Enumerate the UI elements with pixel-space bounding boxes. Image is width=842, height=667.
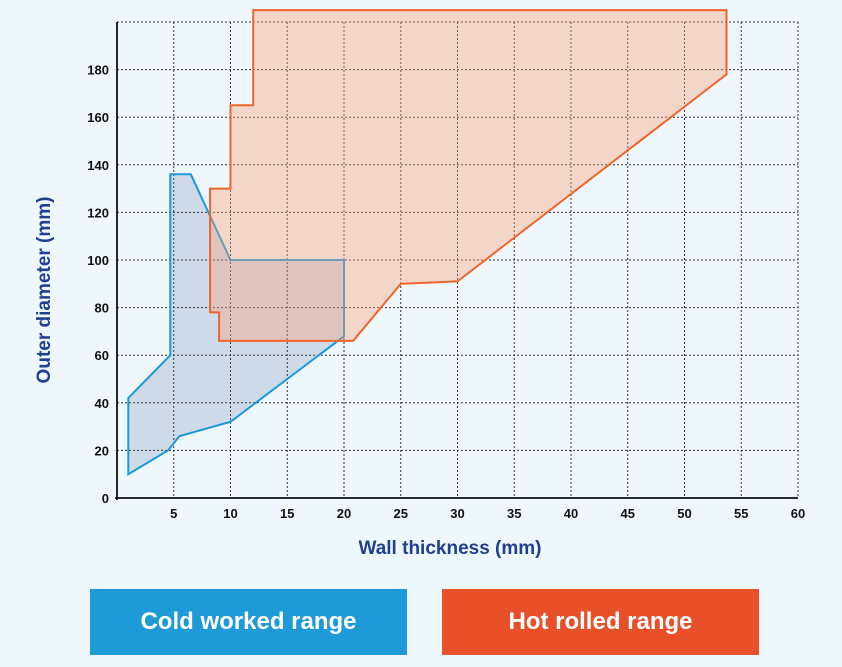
y-tick-label: 0: [102, 491, 109, 506]
x-tick-label: 60: [791, 506, 805, 521]
range-chart: 5 10 15 20 25 30 35 40 45 50 55 60 0 20 40 60 80 100 120 14…: [34, 9, 805, 559]
y-tick-label: 160: [87, 110, 109, 125]
legend-cold-worked-label: Cold worked range: [140, 608, 357, 635]
x-tick-label: 50: [677, 506, 691, 521]
legend-cold-worked: Cold worked range: [90, 589, 407, 655]
axes: [115, 22, 798, 500]
y-tick-label: 20: [95, 443, 109, 458]
y-tick-label: 180: [87, 63, 109, 78]
range-areas: [127, 9, 728, 476]
y-tick-label: 100: [87, 253, 109, 268]
x-tick-label: 40: [564, 506, 578, 521]
y-tick-label: 120: [87, 205, 109, 220]
cold-worked-area: [127, 173, 345, 476]
y-tick-label: 80: [95, 301, 109, 316]
x-tick-label: 25: [394, 506, 408, 521]
x-tick-label: 10: [223, 506, 237, 521]
x-tick-label: 30: [450, 506, 464, 521]
legend-hot-rolled: Hot rolled range: [442, 589, 759, 655]
x-tick-label: 15: [280, 506, 294, 521]
x-axis-title: Wall thickness (mm): [358, 538, 541, 559]
tick-labels: 5 10 15 20 25 30 35 40 45 50 55 60 0 20 40 60 80 100 120 14…: [87, 63, 805, 521]
y-axis-title: Outer diameter (mm): [34, 197, 55, 384]
y-tick-label: 60: [95, 348, 109, 363]
hot-rolled-area: [209, 9, 728, 342]
y-tick-label: 140: [87, 158, 109, 173]
x-tick-label: 45: [621, 506, 635, 521]
x-tick-label: 20: [337, 506, 351, 521]
y-tick-label: 40: [95, 396, 109, 411]
x-tick-label: 35: [507, 506, 521, 521]
legend-hot-rolled-label: Hot rolled range: [508, 608, 693, 635]
x-tick-label: 5: [170, 506, 177, 521]
x-tick-label: 55: [734, 506, 748, 521]
